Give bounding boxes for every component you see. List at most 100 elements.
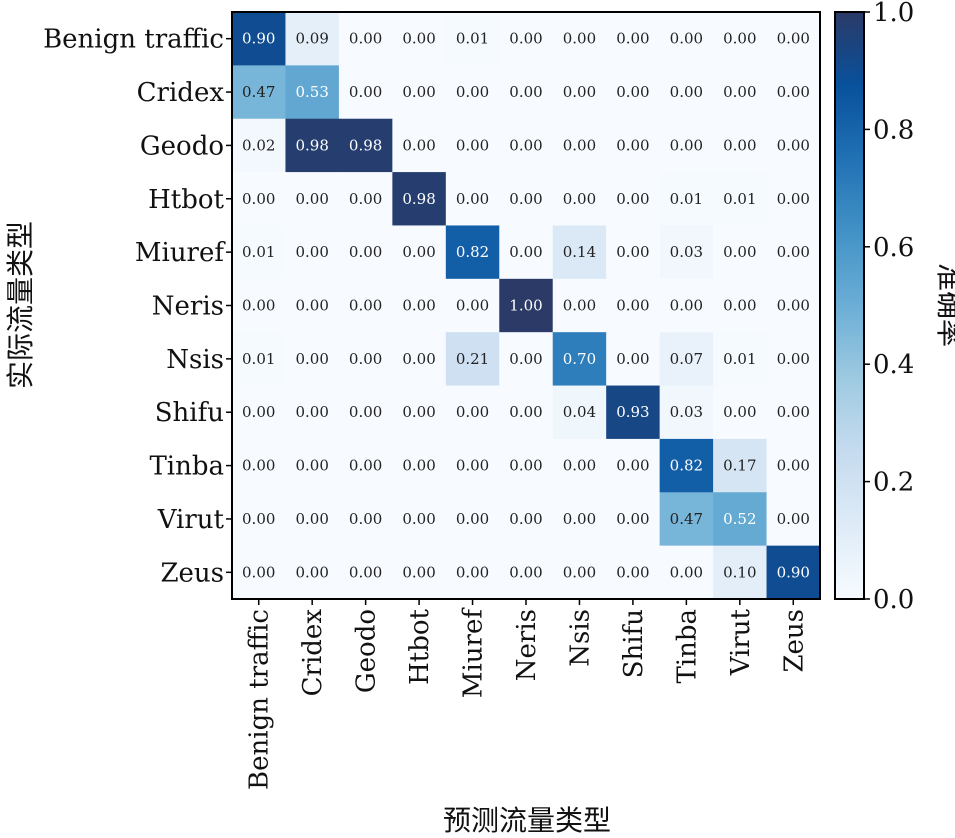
y-tick-label: Geodo	[140, 131, 224, 161]
cell-value-label: 0.00	[563, 510, 596, 528]
heatmap-cell	[552, 438, 607, 493]
heatmap-cell	[285, 492, 340, 547]
cell-value-label: 0.00	[402, 563, 435, 581]
heatmap-cell	[338, 438, 393, 493]
cell-value-label: 0.00	[295, 297, 328, 315]
cell-value-label: 0.00	[456, 563, 489, 581]
heatmap-cell	[445, 278, 500, 333]
heatmap-cell	[713, 385, 768, 440]
heatmap-cell	[713, 12, 768, 66]
heatmap-cell	[392, 332, 447, 387]
cell-value-label: 0.10	[723, 563, 756, 581]
colorbar-tick-label: 1.0	[873, 0, 914, 28]
heatmap-cell	[232, 332, 286, 387]
colorbar-tick-label: 0.4	[873, 350, 914, 380]
heatmap-cell	[499, 278, 554, 333]
cell-value-label: 0.00	[509, 563, 542, 581]
heatmap-cell	[445, 438, 500, 493]
heatmap-cell	[392, 385, 447, 440]
heatmap-cell	[445, 12, 500, 66]
cell-value-label: 0.00	[349, 30, 382, 48]
cell-value-label: 0.00	[616, 243, 649, 261]
heatmap-cell	[445, 118, 500, 173]
heatmap-cell	[606, 225, 661, 280]
heatmap-cell	[232, 492, 286, 547]
cell-value-label: 0.00	[509, 136, 542, 154]
cell-value-label: 0.00	[456, 136, 489, 154]
heatmap-cell	[766, 12, 821, 66]
cell-value-label: 0.00	[563, 297, 596, 315]
heatmap-cell	[766, 492, 821, 547]
cell-value-label: 0.00	[349, 190, 382, 208]
cell-value-label: 0.00	[723, 30, 756, 48]
cell-value-label: 0.00	[723, 297, 756, 315]
heatmap-cell	[338, 12, 393, 66]
heatmap-cell	[552, 12, 607, 66]
y-tick-label: Shifu	[155, 398, 224, 428]
cell-value-label: 0.01	[670, 190, 703, 208]
cell-value-label: 0.00	[777, 350, 810, 368]
heatmap-cell	[552, 65, 607, 120]
heatmap-cell	[499, 12, 554, 66]
colorbar-tick-label: 0.2	[873, 468, 914, 498]
cell-value-label: 0.00	[509, 350, 542, 368]
cell-value-label: 0.00	[349, 243, 382, 261]
heatmap-cell	[338, 545, 393, 600]
heatmap-cell	[552, 385, 607, 440]
cell-value-label: 0.00	[723, 403, 756, 421]
cell-value-label: 0.47	[670, 510, 703, 528]
heatmap-cell	[232, 545, 286, 600]
heatmap-cell	[606, 438, 661, 493]
heatmap-cell	[232, 12, 286, 66]
heatmap-cell-labels: 0.90 0.09 0.00 0.00 0.01 0.00 0.00 0.00 0.00 0.00…	[242, 30, 810, 582]
cell-value-label: 0.21	[456, 350, 489, 368]
cell-value-label: 0.00	[242, 510, 275, 528]
heatmap-cell	[445, 65, 500, 120]
heatmap-cell	[713, 438, 768, 493]
cell-value-label: 0.00	[295, 510, 328, 528]
heatmap-cell	[713, 332, 768, 387]
heatmap-cells	[232, 12, 821, 600]
cell-value-label: 0.00	[777, 243, 810, 261]
cell-value-label: 0.00	[402, 243, 435, 261]
heatmap-cell	[285, 225, 340, 280]
cell-value-label: 0.00	[242, 190, 275, 208]
heatmap-cell	[285, 545, 340, 600]
x-tick-label: Tinba	[672, 609, 702, 684]
cell-value-label: 0.00	[670, 83, 703, 101]
cell-value-label: 0.00	[563, 190, 596, 208]
x-tick-label: Htbot	[405, 608, 435, 684]
cell-value-label: 0.00	[349, 297, 382, 315]
colorbar-ticks: 0.0 0.2 0.4 0.6 0.8 1.0	[864, 0, 914, 615]
heatmap-cell	[552, 225, 607, 280]
y-tick-label: Zeus	[160, 558, 224, 588]
heatmap-cell	[445, 492, 500, 547]
cell-value-label: 0.00	[509, 190, 542, 208]
heatmap-cell	[338, 385, 393, 440]
cell-value-label: 0.00	[777, 403, 810, 421]
colorbar-label: 准确率	[933, 263, 955, 347]
heatmap-cell	[392, 278, 447, 333]
cell-value-label: 0.00	[402, 403, 435, 421]
cell-value-label: 0.00	[349, 563, 382, 581]
heatmap-cell	[766, 278, 821, 333]
cell-value-label: 0.00	[616, 136, 649, 154]
cell-value-label: 0.04	[563, 403, 596, 421]
heatmap-cell	[445, 172, 500, 226]
heatmap-cell	[338, 332, 393, 387]
cell-value-label: 0.82	[670, 457, 703, 475]
cell-value-label: 0.70	[563, 350, 596, 368]
heatmap-cell	[338, 492, 393, 547]
heatmap-cell	[499, 332, 554, 387]
cell-value-label: 0.00	[242, 403, 275, 421]
heatmap-cell	[285, 438, 340, 493]
colorbar-tick-label: 0.6	[873, 233, 914, 263]
cell-value-label: 0.00	[616, 563, 649, 581]
cell-value-label: 0.01	[723, 190, 756, 208]
heatmap-cell	[285, 332, 340, 387]
heatmap-cell	[499, 438, 554, 493]
cell-value-label: 0.98	[349, 136, 382, 154]
cell-value-label: 0.00	[616, 350, 649, 368]
heatmap-cell	[285, 118, 340, 173]
heatmap-cell	[445, 332, 500, 387]
